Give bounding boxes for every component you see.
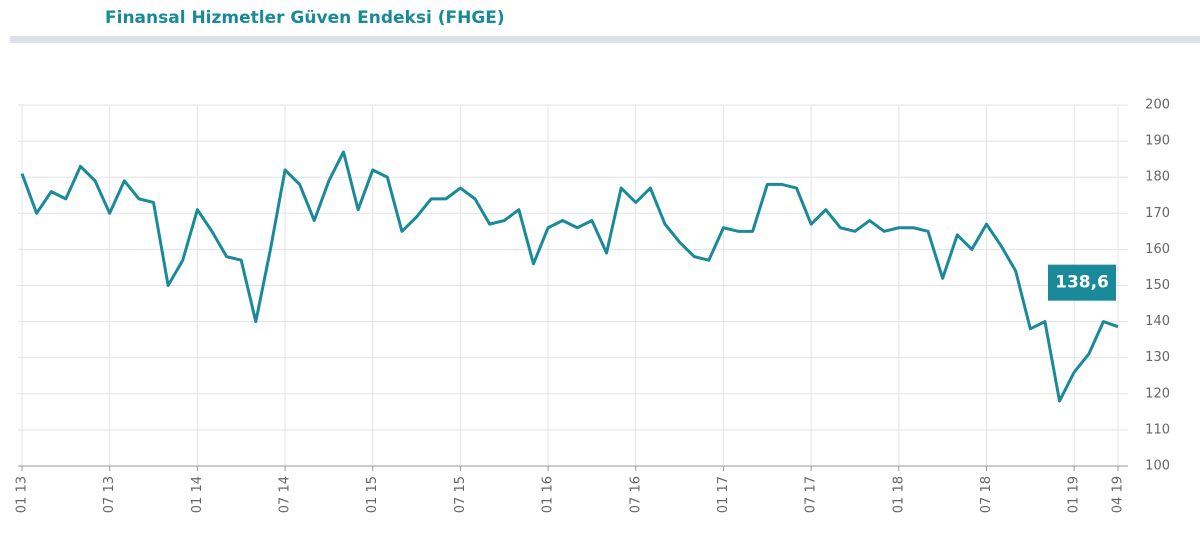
y-tick-label: 160 xyxy=(1145,242,1170,257)
x-tick-label: 01 16 xyxy=(541,476,556,513)
y-tick-label: 200 xyxy=(1145,98,1170,113)
x-tick-label: 01 17 xyxy=(716,476,731,513)
y-tick-label: 110 xyxy=(1145,422,1170,437)
x-tick-label: 01 13 xyxy=(15,476,30,513)
x-tick-label: 07 13 xyxy=(102,476,117,513)
x-tick-label: 01 15 xyxy=(365,476,380,513)
x-tick-label: 07 15 xyxy=(453,476,468,513)
y-tick-label: 140 xyxy=(1145,314,1170,329)
x-tick-label: 01 14 xyxy=(190,476,205,513)
x-tick-label: 01 19 xyxy=(1067,476,1082,513)
x-tick-label: 07 18 xyxy=(979,476,994,513)
value-label-box xyxy=(1048,264,1116,301)
value-label: 138,6 xyxy=(1055,273,1109,293)
y-tick-label: 120 xyxy=(1145,386,1170,401)
chart-title: Finansal Hizmetler Güven Endeksi (FHGE) xyxy=(105,8,505,28)
x-tick-label: 04 19 xyxy=(1111,476,1126,513)
title-bar xyxy=(10,36,1200,43)
y-tick-label: 170 xyxy=(1145,206,1170,221)
x-tick-label: 07 16 xyxy=(628,476,643,513)
x-tick-label: 01 18 xyxy=(891,476,906,513)
y-tick-label: 130 xyxy=(1145,350,1170,365)
line xyxy=(20,150,1119,403)
y-tick-label: 180 xyxy=(1145,170,1170,185)
y-tick-label: 190 xyxy=(1145,134,1170,149)
x-tick-label: 07 14 xyxy=(278,476,293,513)
x-tick-label: 07 17 xyxy=(804,476,819,513)
y-tick-label: 100 xyxy=(1145,459,1170,474)
y-tick-label: 150 xyxy=(1145,278,1170,293)
